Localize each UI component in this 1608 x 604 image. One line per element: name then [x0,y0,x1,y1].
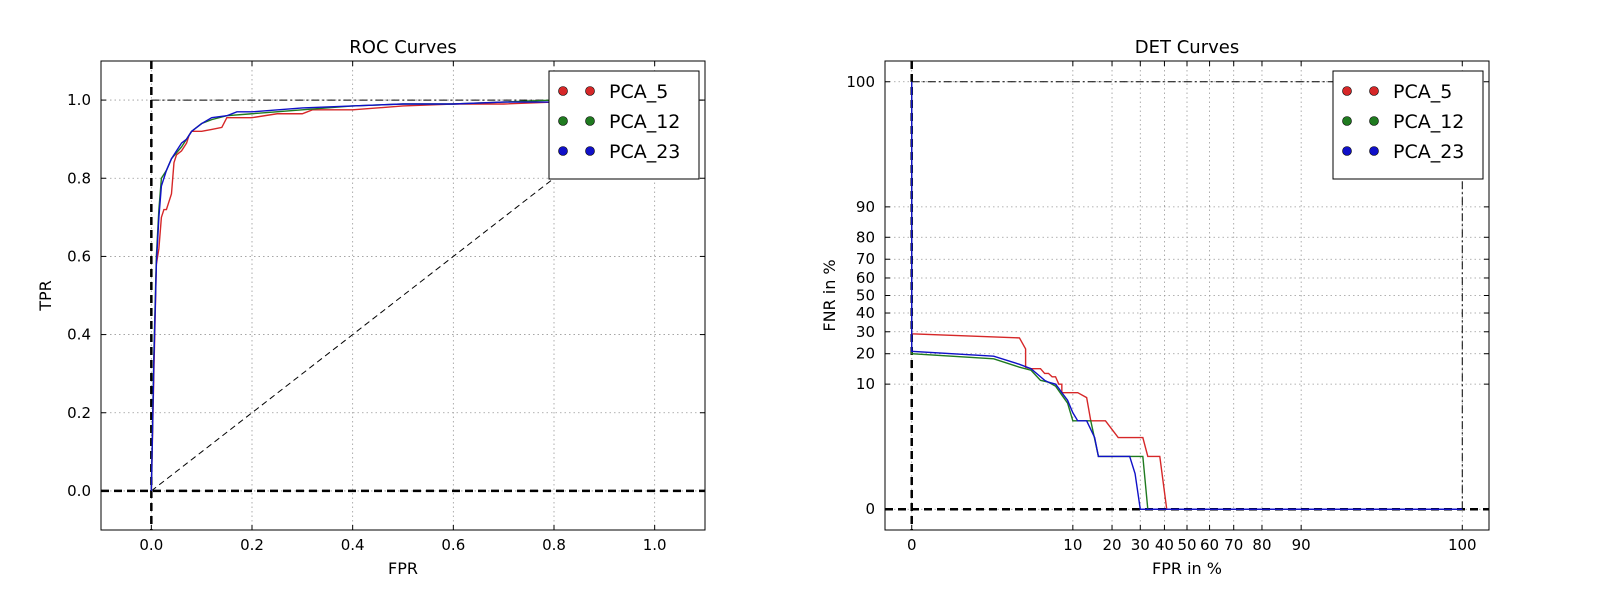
legend-marker-pca-12 [585,116,595,126]
legend-item-pca-12: PCA_12 [1342,111,1464,133]
y-tick-label: 0.4 [67,326,91,344]
legend-marker-pca-23 [1342,146,1352,156]
y-tick-label: 50 [856,287,875,305]
x-tick-label: 1.0 [643,536,667,554]
legend-label-pca-5: PCA_5 [1393,81,1452,103]
y-tick-label: 80 [856,228,875,246]
chart-title: DET Curves [1135,37,1239,58]
x-tick-label: 40 [1155,536,1174,554]
x-tick-label: 0.0 [139,536,163,554]
x-tick-label: 0.2 [240,536,264,554]
y-tick-label: 1.0 [67,91,91,109]
legend-marker-pca-12 [1342,116,1352,126]
y-tick-label: 10 [856,375,875,393]
series-line-pca-5 [911,81,1463,510]
legend-item-pca-12: PCA_12 [558,111,680,133]
legend-item-pca-5: PCA_5 [558,81,668,103]
legend-item-pca-5: PCA_5 [1342,81,1452,103]
legend-marker-pca-5 [1342,86,1352,96]
ticks: 0.0 0.2 0.4 0.6 0.8 1.0 0.0 0.2 0.4 0.6 0.8 1.0 [67,61,705,554]
legend-marker-pca-5 [1369,86,1379,96]
x-tick-label: 100 [1448,536,1477,554]
y-tick-label: 0.0 [67,482,91,500]
legend: PCA_5 PCA_12 PCA_23 [548,70,700,180]
legend-item-pca-23: PCA_23 [1342,141,1464,163]
x-tick-label: 0 [907,536,917,554]
series-group [150,99,655,491]
legend-label-pca-5: PCA_5 [609,81,668,103]
roc-chart: 0.0 0.2 0.4 0.6 0.8 1.0 0.0 0.2 0.4 0.6 0.8 1.0 ROC … [36,37,706,578]
y-tick-label: 100 [846,73,875,91]
ticks: 0 10 20 30 40 50 60 70 80 90 100010203040506070809… [846,61,1489,554]
legend-marker-pca-12 [1369,116,1379,126]
grid [885,61,1489,530]
x-tick-label: 0.4 [341,536,365,554]
x-tick-label: 70 [1224,536,1243,554]
series-line-pca-23 [150,99,655,491]
y-tick-label: 0.2 [67,404,91,422]
legend-label-pca-23: PCA_23 [609,141,680,163]
x-tick-label: 60 [1200,536,1219,554]
y-axis-label: FNR in % [820,259,839,331]
x-tick-label: 0.8 [542,536,566,554]
y-axis-label: TPR [36,280,55,312]
legend-marker-pca-12 [558,116,568,126]
x-tick-label: 20 [1102,536,1121,554]
legend-box [548,70,700,180]
x-tick-label: 50 [1177,536,1196,554]
y-tick-label: 0.6 [67,247,91,265]
y-tick-label: 90 [856,198,875,216]
series-group [911,81,1463,510]
legend-label-pca-12: PCA_12 [1393,111,1464,133]
x-tick-label: 0.6 [441,536,465,554]
legend-item-pca-23: PCA_23 [558,141,680,163]
y-tick-label: 20 [856,345,875,363]
legend-marker-pca-5 [585,86,595,96]
y-tick-label: 30 [856,323,875,341]
legend-marker-pca-23 [1369,146,1379,156]
det-chart: 0 10 20 30 40 50 60 70 80 90 100010203040506070809… [820,37,1490,578]
x-axis-label: FPR [388,559,418,578]
y-tick-label: 0 [865,500,875,518]
x-tick-label: 80 [1252,536,1271,554]
y-tick-label: 70 [856,250,875,268]
x-tick-label: 10 [1063,536,1082,554]
y-tick-label: 0.8 [67,169,91,187]
legend-marker-pca-23 [558,146,568,156]
x-tick-label: 90 [1292,536,1311,554]
series-line-pca-23 [911,81,1463,510]
y-tick-label: 60 [856,269,875,287]
legend: PCA_5 PCA_12 PCA_23 [1332,70,1484,180]
plot-frame [100,60,706,531]
legend-box [1332,70,1484,180]
legend-label-pca-12: PCA_12 [609,111,680,133]
legend-marker-pca-5 [558,86,568,96]
x-tick-label: 30 [1131,536,1150,554]
chart-title: ROC Curves [349,37,456,58]
series-line-pca-12 [911,81,1463,510]
legend-marker-pca-23 [585,146,595,156]
x-axis-label: FPR in % [1152,559,1222,578]
legend-label-pca-23: PCA_23 [1393,141,1464,163]
y-tick-label: 40 [856,304,875,322]
